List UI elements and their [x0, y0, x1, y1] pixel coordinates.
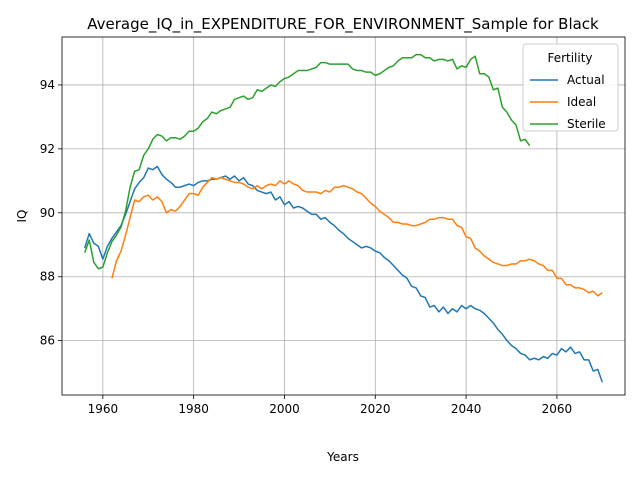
plot-frame	[61, 36, 626, 396]
y-tick-label: 88	[40, 270, 55, 284]
legend-label-sterile: Sterile	[567, 117, 606, 131]
series-line-sterile	[83, 53, 531, 270]
x-tick-label: 2060	[542, 402, 573, 416]
y-axis-label: IQ	[15, 210, 29, 223]
y-tick-label: 92	[40, 142, 55, 156]
x-tick-label: 1960	[88, 402, 119, 416]
x-tick-label: 2000	[269, 402, 300, 416]
series-line-actual	[83, 165, 604, 383]
y-tick-label: 90	[40, 206, 55, 220]
legend-title: Fertility	[547, 51, 592, 65]
series-line-ideal	[111, 176, 603, 297]
legend-label-actual: Actual	[567, 73, 605, 87]
chart-title: Average_IQ_in_EXPENDITURE_FOR_ENVIRONMEN…	[87, 15, 599, 34]
x-tick-label: 2020	[360, 402, 391, 416]
x-axis-ticks: 1960 1980 2000 2020 2040 2060	[88, 395, 573, 416]
x-tick-label: 1980	[178, 402, 209, 416]
series-layer	[83, 53, 604, 383]
x-tick-label: 2040	[451, 402, 482, 416]
y-tick-label: 86	[40, 334, 55, 348]
y-axis-ticks: 86 88 90 92 94	[40, 78, 62, 348]
legend-label-ideal: Ideal	[567, 95, 596, 109]
y-tick-label: 94	[40, 78, 55, 92]
legend: Fertility Actual Ideal Sterile	[522, 43, 619, 132]
x-axis-label: Years	[326, 450, 359, 464]
legend-box	[522, 43, 619, 132]
